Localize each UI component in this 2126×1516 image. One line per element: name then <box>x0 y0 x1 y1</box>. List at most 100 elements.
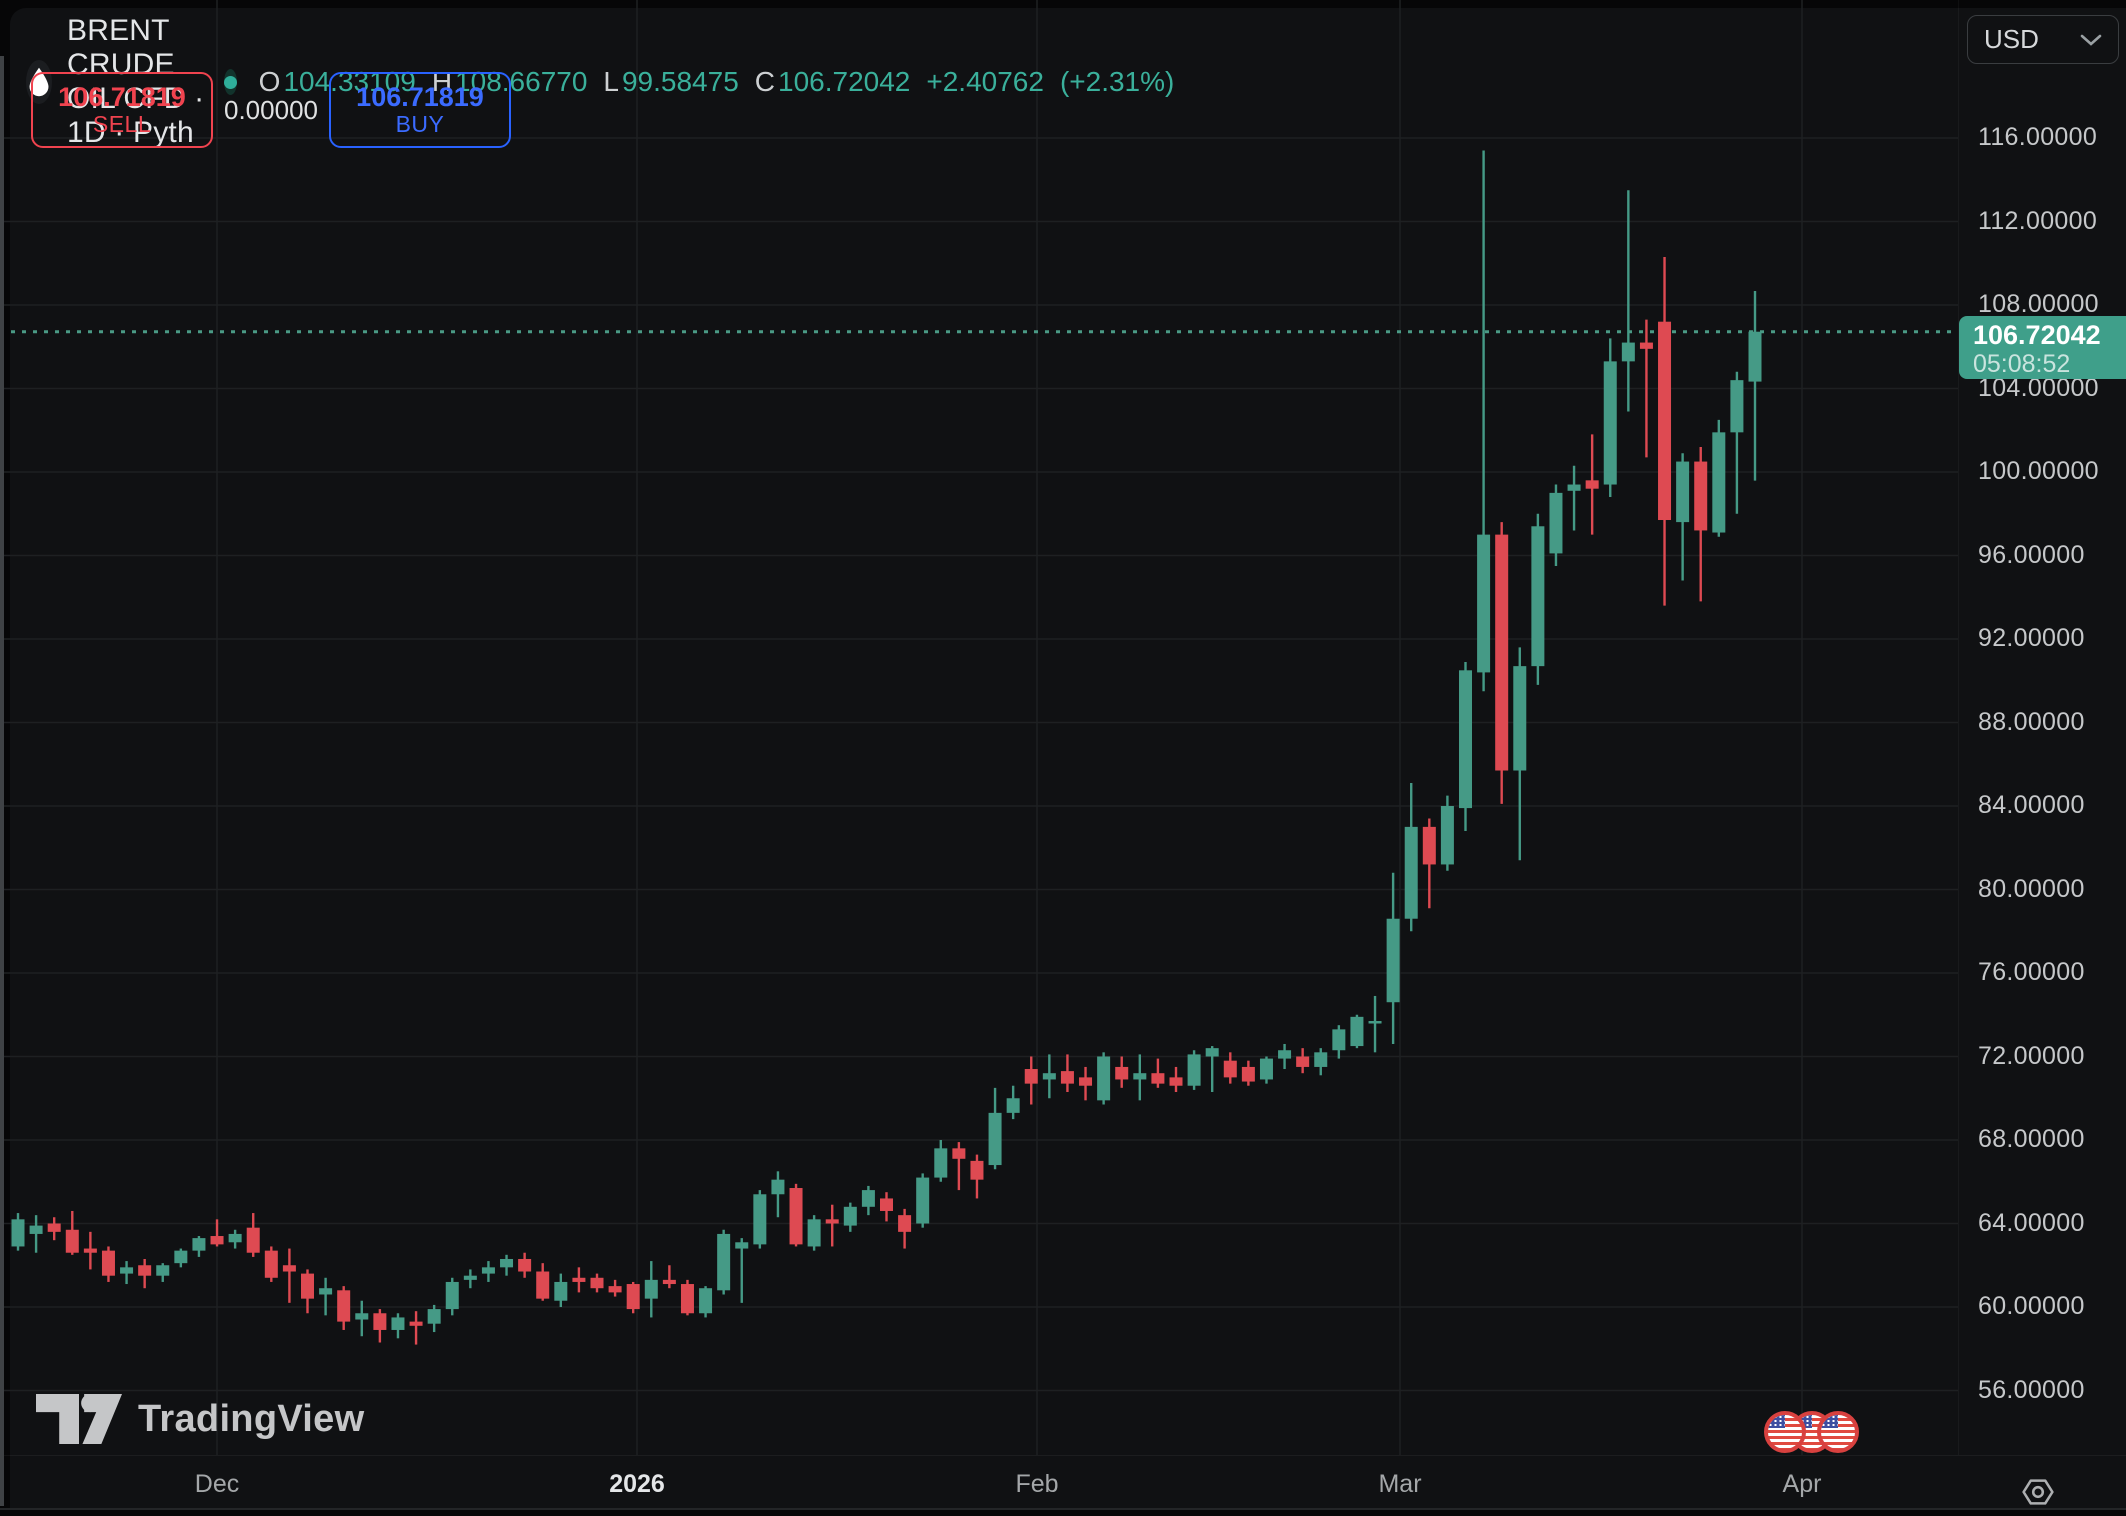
candle-body <box>1259 1058 1273 1080</box>
left-edge-toolbar-sliver <box>0 56 4 1506</box>
candle-body <box>1477 534 1491 673</box>
symbol-title[interactable]: BRENT CRUDE OIL CFD · 1D · Pyth <box>67 14 205 149</box>
sell-label: SELL <box>92 111 152 138</box>
candle-body <box>952 1148 966 1159</box>
chevron-down-icon <box>2080 34 2102 46</box>
time-tick-label: Apr <box>1782 1470 1822 1498</box>
price-tick-label: 96.00000 <box>1978 540 2085 569</box>
market-status-icon[interactable] <box>223 69 237 95</box>
candle-body <box>735 1242 749 1249</box>
candle-body <box>880 1198 893 1211</box>
close-value: 106.72042 <box>778 66 911 97</box>
candle-body <box>1422 826 1436 865</box>
candle-body <box>210 1236 224 1245</box>
candle-body <box>409 1321 423 1326</box>
candle-body <box>753 1194 767 1245</box>
candle-body <box>1296 1056 1310 1067</box>
candle-body <box>1368 1021 1382 1024</box>
chart-plot-area[interactable] <box>0 0 1958 1455</box>
candle-body <box>1712 432 1726 533</box>
tradingview-watermark: TradingView <box>36 1394 364 1444</box>
candle-body <box>1006 1098 1020 1113</box>
candle-body <box>1169 1077 1183 1086</box>
candle-body <box>988 1112 1002 1166</box>
buy-label: BUY <box>395 111 445 138</box>
candle-body <box>1658 321 1672 521</box>
time-tick-label: 2026 <box>609 1470 665 1498</box>
candle-body <box>1440 806 1454 865</box>
candle-body <box>861 1190 875 1207</box>
low-value: 99.58475 <box>621 66 739 97</box>
candle-body <box>825 1219 839 1224</box>
candle-body <box>83 1248 97 1253</box>
current-price-label: 106.72042 05:08:52 <box>1959 316 2126 379</box>
candle-body <box>1332 1029 1346 1051</box>
candle-body <box>1531 526 1545 667</box>
candle-body <box>120 1267 134 1274</box>
candle-body <box>1133 1073 1147 1080</box>
candle-body <box>1042 1073 1056 1080</box>
sell-button[interactable]: 106.71819 SELL <box>31 72 213 148</box>
candle-body <box>970 1160 984 1180</box>
candle-body <box>1459 670 1472 809</box>
candle-body <box>192 1238 206 1251</box>
candle-body <box>228 1233 242 1243</box>
candle-body <box>65 1229 79 1253</box>
candle-body <box>608 1286 622 1293</box>
tradingview-logo-icon <box>36 1394 122 1444</box>
candle-body <box>264 1250 278 1278</box>
candle-body <box>11 1219 25 1247</box>
candle-body <box>1748 331 1762 382</box>
candle-body <box>156 1265 170 1276</box>
time-axis[interactable]: Dec 2026 Feb Mar Apr <box>0 1455 2126 1509</box>
sell-price: 106.71819 <box>58 82 186 112</box>
price-tick-label: 80.00000 <box>1978 874 2085 903</box>
us-flag-icon <box>1817 1411 1859 1453</box>
candle-body <box>771 1179 785 1195</box>
price-tick-label: 84.00000 <box>1978 791 2085 819</box>
buy-button[interactable]: 106.71819 BUY <box>329 72 511 148</box>
settings-icon[interactable] <box>2020 1474 2056 1510</box>
price-tick-label: 76.00000 <box>1978 958 2085 986</box>
candle-body <box>1639 342 1653 349</box>
watermark-text: TradingView <box>138 1397 365 1440</box>
candle-body <box>1241 1066 1255 1082</box>
candle-body <box>1187 1054 1201 1086</box>
price-tick-label: 72.00000 <box>1978 1041 2085 1070</box>
price-tick-label: 112.00000 <box>1978 206 2098 235</box>
price-tick-label: 60.00000 <box>1978 1292 2085 1320</box>
candle-body <box>337 1290 351 1322</box>
current-price-value: 106.72042 <box>1973 320 2101 350</box>
candle-body <box>500 1258 514 1268</box>
change-value: +2.40762 <box>926 66 1044 97</box>
price-tick-label: 100.00000 <box>1978 457 2099 485</box>
candle-body <box>1513 666 1527 771</box>
candle-body <box>1097 1056 1111 1101</box>
currency-dropdown[interactable]: USD <box>1967 15 2119 64</box>
price-axis[interactable]: USD 116.00000 112.00000 108.00000 104.00000… <box>1958 0 2126 1455</box>
candle-body <box>246 1227 260 1253</box>
currency-value: USD <box>1984 24 2039 54</box>
candle-body <box>1730 380 1744 433</box>
close-label: C <box>754 66 776 97</box>
open-value: 104.33109 <box>283 66 416 97</box>
candle-body <box>138 1265 152 1276</box>
candle-body <box>536 1271 550 1299</box>
candle-body <box>427 1309 441 1324</box>
candle-body <box>1404 826 1418 919</box>
candle-body <box>626 1284 640 1310</box>
candle-body <box>355 1313 369 1320</box>
candle-body <box>1151 1073 1165 1084</box>
candle-body <box>29 1225 43 1234</box>
candle-body <box>373 1313 387 1330</box>
price-tick-label: 56.00000 <box>1978 1375 2085 1404</box>
candle-body <box>101 1250 115 1276</box>
candle-body <box>1386 918 1400 1003</box>
candle-body <box>1694 461 1708 531</box>
bar-countdown: 05:08:52 <box>1973 349 2071 378</box>
candle-body <box>1495 534 1509 771</box>
candle-body <box>789 1188 803 1245</box>
candle-body <box>1205 1048 1219 1057</box>
candle-body <box>644 1279 658 1299</box>
